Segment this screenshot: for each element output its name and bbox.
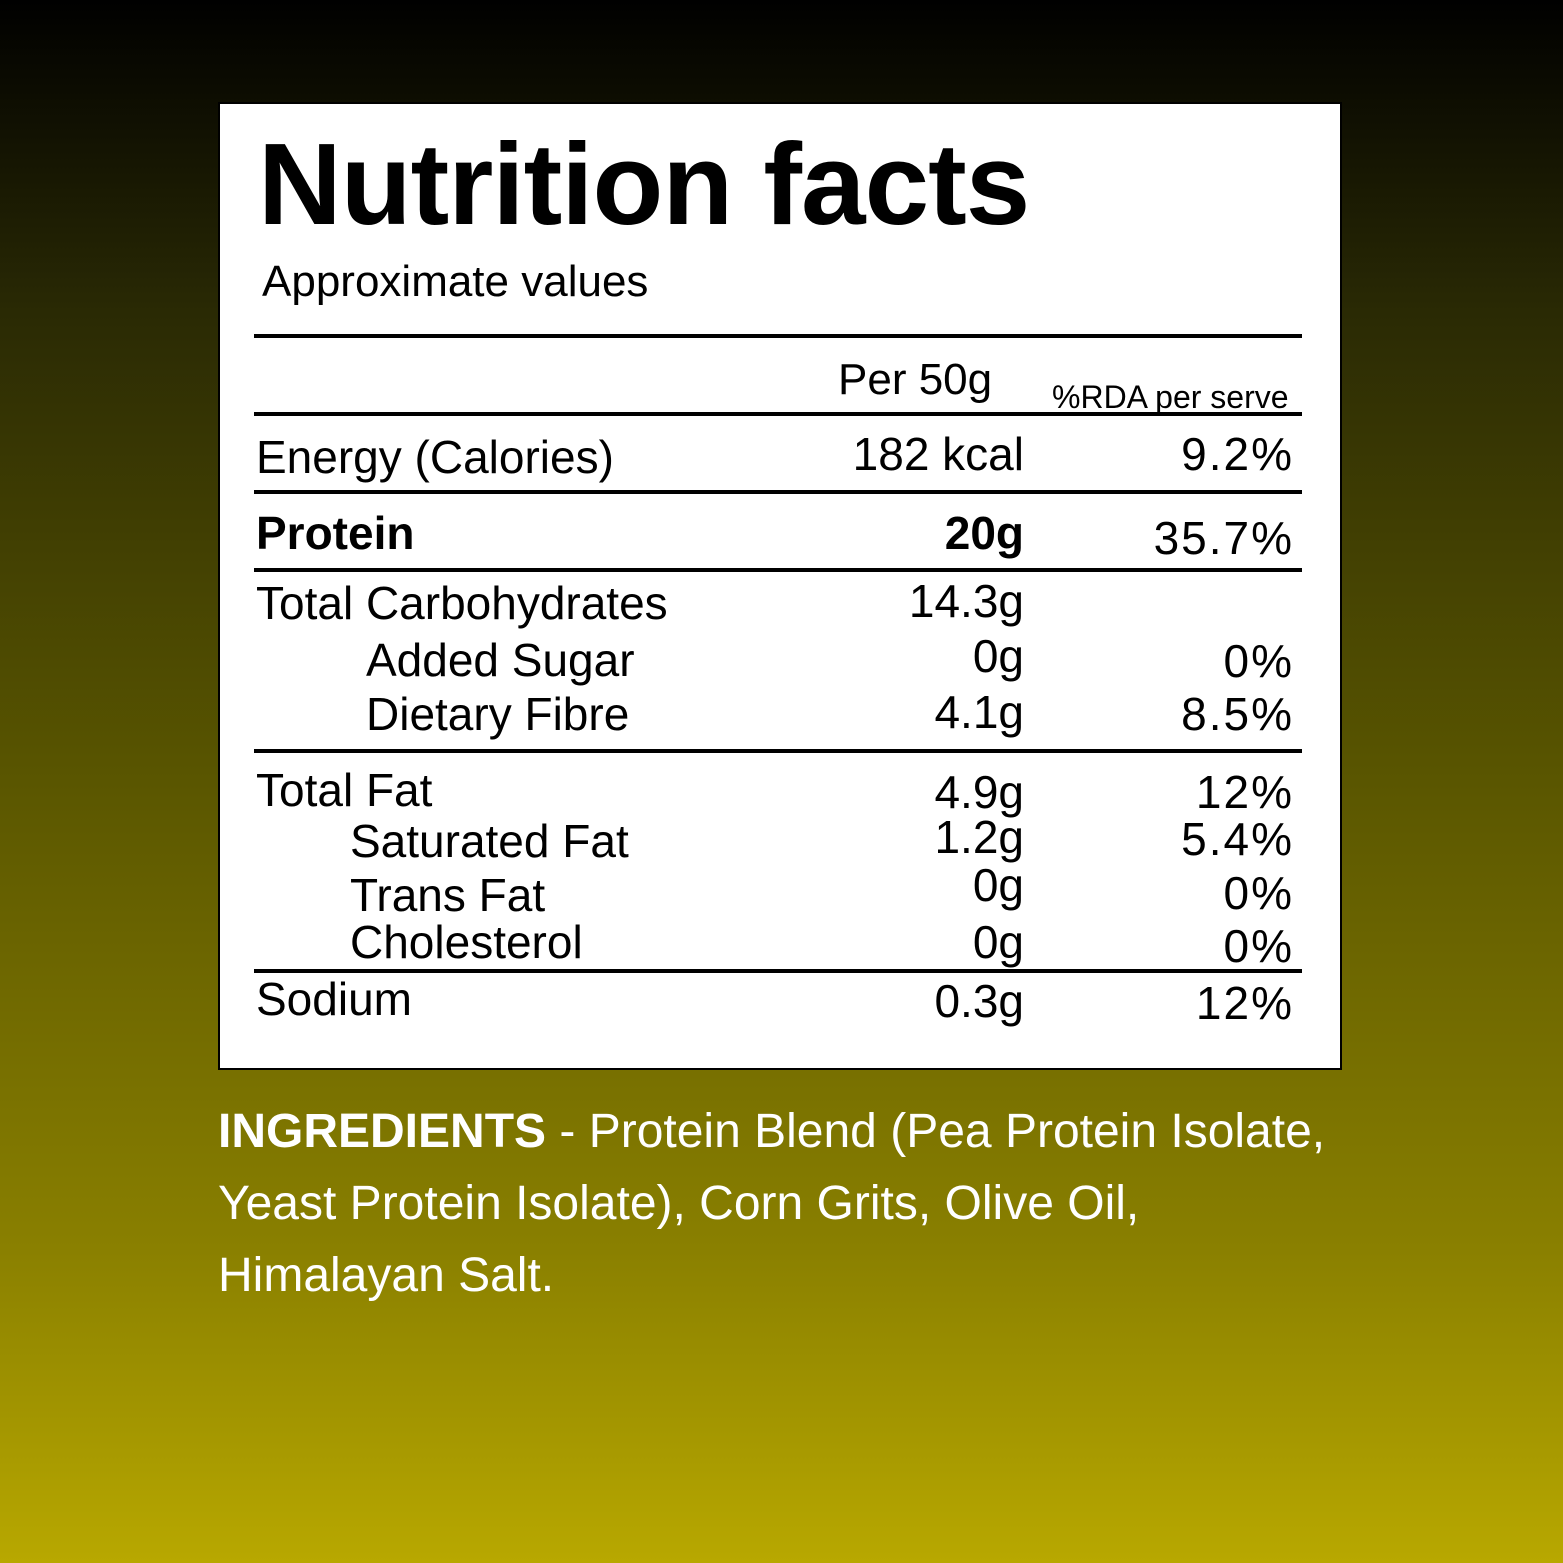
divider xyxy=(254,412,1302,416)
row-rda-added-sugar: 0% xyxy=(1223,635,1294,687)
row-label-saturated-fat: Saturated Fat xyxy=(350,815,629,867)
row-label-protein: Protein xyxy=(256,507,415,559)
row-rda-total-fat: 12% xyxy=(1195,766,1294,818)
row-rda-sodium: 12% xyxy=(1195,977,1294,1029)
row-amount-protein: 20g xyxy=(944,507,1024,559)
row-label-energy: Energy (Calories) xyxy=(256,431,614,483)
row-amount-energy: 182 kcal xyxy=(852,428,1024,480)
row-rda-protein: 35.7% xyxy=(1153,512,1294,564)
divider xyxy=(254,749,1302,753)
row-rda-trans-fat: 0% xyxy=(1223,867,1294,919)
row-amount-sodium: 0.3g xyxy=(934,975,1024,1027)
column-header-rda: %RDA per serve xyxy=(1052,379,1289,415)
row-amount-total-fat: 4.9g xyxy=(934,766,1024,818)
nutrition-facts-panel: Nutrition facts Approximate values Per 5… xyxy=(218,102,1342,1070)
row-rda-cholesterol: 0% xyxy=(1223,920,1294,972)
row-label-total-fat: Total Fat xyxy=(256,764,433,816)
row-amount-saturated-fat: 1.2g xyxy=(934,811,1024,863)
row-rda-dietary-fibre: 8.5% xyxy=(1181,688,1294,740)
divider xyxy=(254,969,1302,973)
row-rda-saturated-fat: 5.4% xyxy=(1181,813,1294,865)
divider xyxy=(254,334,1302,338)
row-amount-trans-fat: 0g xyxy=(972,859,1024,911)
ingredients-paragraph: INGREDIENTS - Protein Blend (Pea Protein… xyxy=(218,1096,1348,1312)
row-rda-energy: 9.2% xyxy=(1181,428,1294,480)
row-label-dietary-fibre: Dietary Fibre xyxy=(366,688,630,740)
divider xyxy=(254,568,1302,572)
row-amount-added-sugar: 0g xyxy=(972,630,1024,682)
row-amount-carbohydrates: 14.3g xyxy=(908,575,1024,627)
row-amount-cholesterol: 0g xyxy=(972,916,1024,968)
row-label-added-sugar: Added Sugar xyxy=(366,634,635,686)
row-label-carbohydrates: Total Carbohydrates xyxy=(256,577,668,629)
row-label-sodium: Sodium xyxy=(256,973,412,1025)
panel-title: Nutrition facts xyxy=(258,119,1030,249)
ingredients-list: - Protein Blend (Pea Protein Isolate, Ye… xyxy=(218,1105,1326,1302)
divider xyxy=(254,490,1302,494)
row-label-cholesterol: Cholesterol xyxy=(350,916,583,968)
column-header-amount: Per 50g xyxy=(838,355,993,404)
panel-subtitle: Approximate values xyxy=(262,257,649,306)
row-label-trans-fat: Trans Fat xyxy=(350,869,546,921)
row-amount-dietary-fibre: 4.1g xyxy=(934,686,1024,738)
ingredients-heading: INGREDIENTS xyxy=(218,1105,547,1158)
